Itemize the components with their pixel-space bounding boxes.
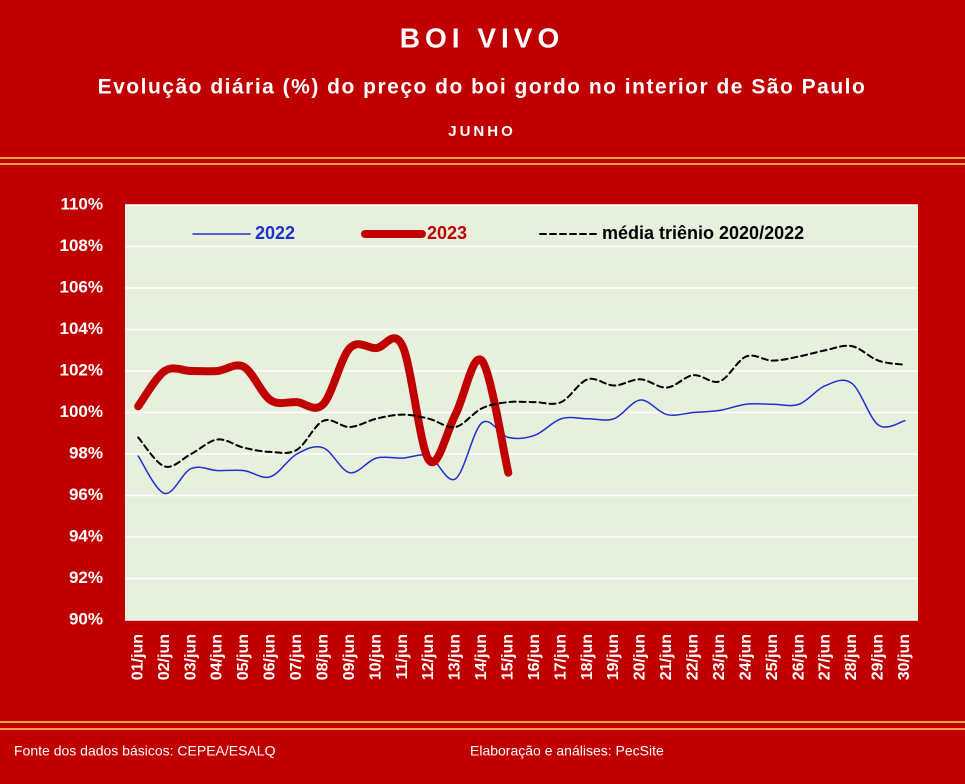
y-tick-label: 102% — [60, 360, 103, 379]
x-tick-label: 10/jun — [367, 634, 384, 680]
x-tick-label: 02/jun — [156, 634, 173, 680]
x-tick-label: 20/jun — [632, 634, 649, 680]
x-tick-label: 01/jun — [129, 634, 146, 680]
legend-label: 2023 — [427, 223, 467, 243]
x-tick-label: 21/jun — [658, 634, 675, 680]
y-tick-label: 96% — [69, 485, 103, 504]
x-tick-label: 24/jun — [737, 634, 754, 680]
y-tick-label: 92% — [69, 568, 103, 587]
x-tick-label: 09/jun — [341, 634, 358, 680]
x-tick-label: 12/jun — [420, 634, 437, 680]
x-tick-label: 29/jun — [870, 634, 887, 680]
chart-subtitle: Evolução diária (%) do preço do boi gord… — [98, 76, 867, 99]
x-tick-label: 23/jun — [711, 634, 728, 680]
x-tick-label: 08/jun — [314, 634, 331, 680]
legend-label: 2022 — [255, 223, 295, 243]
x-tick-label: 25/jun — [764, 634, 781, 680]
x-tick-label: 04/jun — [209, 634, 226, 680]
source: Fonte dos dados básicos: CEPEA/ESALQ — [14, 743, 276, 759]
x-tick-label: 06/jun — [262, 634, 279, 680]
y-tick-label: 110% — [60, 194, 103, 213]
y-tick-label: 106% — [60, 277, 103, 296]
x-tick-label: 03/jun — [182, 634, 199, 680]
chart-title: BOI VIVO — [400, 22, 564, 53]
x-tick-label: 14/jun — [473, 634, 490, 680]
y-tick-label: 90% — [69, 609, 103, 628]
x-tick-label: 05/jun — [235, 634, 252, 680]
credit: Elaboração e análises: PecSite — [470, 743, 664, 759]
x-tick-label: 30/jun — [896, 634, 913, 680]
x-tick-label: 17/jun — [552, 634, 569, 680]
x-tick-label: 27/jun — [817, 634, 834, 680]
x-tick-label: 15/jun — [500, 634, 517, 680]
x-tick-label: 16/jun — [526, 634, 543, 680]
series-line — [137, 344, 906, 468]
y-tick-label: 108% — [60, 236, 103, 255]
x-tick-label: 18/jun — [579, 634, 596, 680]
y-tick-label: 94% — [69, 526, 103, 545]
x-tick-label: 19/jun — [605, 634, 622, 680]
x-tick-label: 28/jun — [843, 634, 860, 680]
x-tick-label: 11/jun — [394, 634, 411, 679]
legend-label: média triênio 2020/2022 — [602, 223, 804, 243]
y-tick-label: 100% — [60, 402, 103, 421]
month-label: JUNHO — [448, 123, 516, 140]
y-tick-label: 98% — [69, 443, 103, 462]
y-tick-label: 104% — [60, 319, 103, 338]
x-tick-label: 07/jun — [288, 634, 305, 680]
x-tick-label: 26/jun — [790, 634, 807, 680]
series-line — [137, 379, 906, 495]
x-tick-label: 13/jun — [447, 634, 464, 680]
series-line — [134, 334, 513, 477]
x-tick-label: 22/jun — [685, 634, 702, 680]
